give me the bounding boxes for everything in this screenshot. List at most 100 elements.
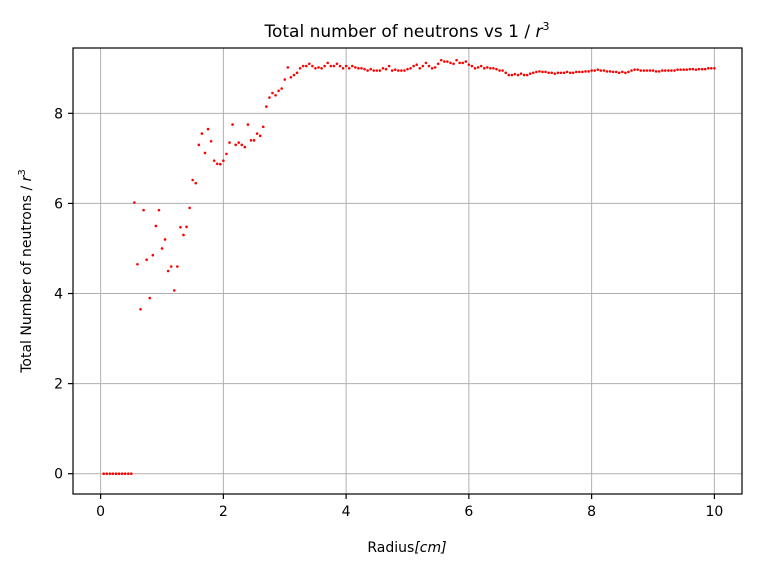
- data-point: [498, 69, 501, 72]
- x-tick-label: 8: [587, 504, 596, 520]
- data-point: [412, 64, 415, 68]
- data-point: [550, 71, 554, 75]
- data-point: [258, 134, 262, 138]
- y-tick-label: 2: [54, 377, 63, 393]
- data-point: [384, 67, 388, 71]
- data-point: [209, 139, 213, 143]
- data-point: [142, 208, 145, 212]
- data-point: [627, 70, 630, 74]
- data-point: [372, 69, 376, 72]
- data-point: [538, 70, 541, 73]
- data-point: [676, 68, 679, 71]
- y-tick-label: 6: [54, 196, 63, 212]
- data-point: [593, 69, 596, 72]
- data-point: [458, 61, 461, 65]
- data-point: [565, 70, 569, 74]
- data-point: [621, 70, 624, 74]
- data-point: [151, 253, 155, 257]
- data-point: [212, 159, 216, 162]
- data-point: [265, 105, 268, 108]
- data-point: [516, 73, 520, 77]
- data-point: [323, 64, 326, 68]
- y-tick-label: 4: [54, 287, 63, 303]
- data-point: [578, 70, 581, 74]
- data-point: [421, 64, 425, 68]
- data-point: [311, 64, 314, 68]
- data-point: [344, 64, 348, 68]
- data-point: [286, 66, 290, 69]
- data-point: [301, 64, 305, 68]
- data-point: [169, 265, 173, 268]
- data-point: [624, 71, 627, 75]
- data-point: [605, 70, 609, 73]
- data-point: [510, 73, 514, 77]
- data-point: [246, 123, 250, 126]
- plot-frame: [72, 47, 743, 495]
- data-point: [307, 62, 311, 66]
- data-point: [326, 61, 330, 65]
- data-point: [596, 68, 600, 71]
- data-point: [271, 91, 274, 95]
- data-point: [541, 70, 544, 74]
- data-point: [314, 66, 317, 70]
- data-point: [197, 143, 201, 147]
- data-point: [277, 89, 280, 93]
- data-point: [114, 472, 118, 476]
- data-point: [489, 66, 492, 70]
- data-point: [608, 70, 612, 73]
- data-point: [172, 289, 176, 292]
- data-point: [234, 143, 237, 147]
- data-point: [396, 69, 400, 72]
- data-point: [682, 68, 685, 71]
- y-tick-label: 0: [54, 467, 63, 483]
- data-point: [617, 71, 621, 75]
- data-point: [525, 73, 529, 77]
- data-point: [200, 132, 204, 135]
- data-point: [237, 141, 241, 144]
- y-axis-label: Total Number of neutrons / r3: [17, 169, 35, 374]
- grid: [73, 48, 742, 494]
- data-point: [547, 71, 550, 75]
- data-point: [381, 66, 385, 70]
- x-tick-label: 6: [464, 504, 473, 520]
- data-point: [154, 224, 158, 228]
- data-point: [648, 69, 652, 72]
- axis-ticks: 0 2 4 6 8 10 0 2 4 6 8: [54, 106, 723, 520]
- data-point: [476, 66, 480, 69]
- data-point: [697, 67, 701, 71]
- x-tick-label: 0: [96, 504, 105, 520]
- data-point: [231, 123, 234, 126]
- data-point: [467, 63, 471, 66]
- data-point: [504, 71, 508, 75]
- data-point: [614, 70, 618, 74]
- data-point: [485, 66, 489, 69]
- data-point: [393, 68, 397, 71]
- data-point: [338, 64, 342, 68]
- data-point: [280, 87, 283, 90]
- data-point: [289, 75, 293, 79]
- data-point: [519, 72, 523, 75]
- data-point: [436, 62, 440, 66]
- data-point: [706, 66, 710, 70]
- data-point: [581, 70, 584, 74]
- data-point: [354, 66, 357, 69]
- data-point: [387, 64, 391, 68]
- data-point: [663, 69, 667, 72]
- data-point: [667, 69, 670, 72]
- data-point: [495, 67, 498, 71]
- data-point: [360, 66, 363, 70]
- data-point: [185, 225, 188, 229]
- data-point: [528, 72, 532, 75]
- data-points: [102, 58, 716, 476]
- x-tick-label: 10: [705, 504, 723, 520]
- data-point: [252, 139, 256, 142]
- data-point: [292, 73, 296, 77]
- data-point: [532, 71, 535, 75]
- data-point: [163, 238, 167, 241]
- data-point: [274, 94, 277, 97]
- data-point: [350, 64, 354, 68]
- data-point: [130, 472, 133, 476]
- data-point: [369, 67, 372, 71]
- y-tick-label: 8: [54, 106, 63, 122]
